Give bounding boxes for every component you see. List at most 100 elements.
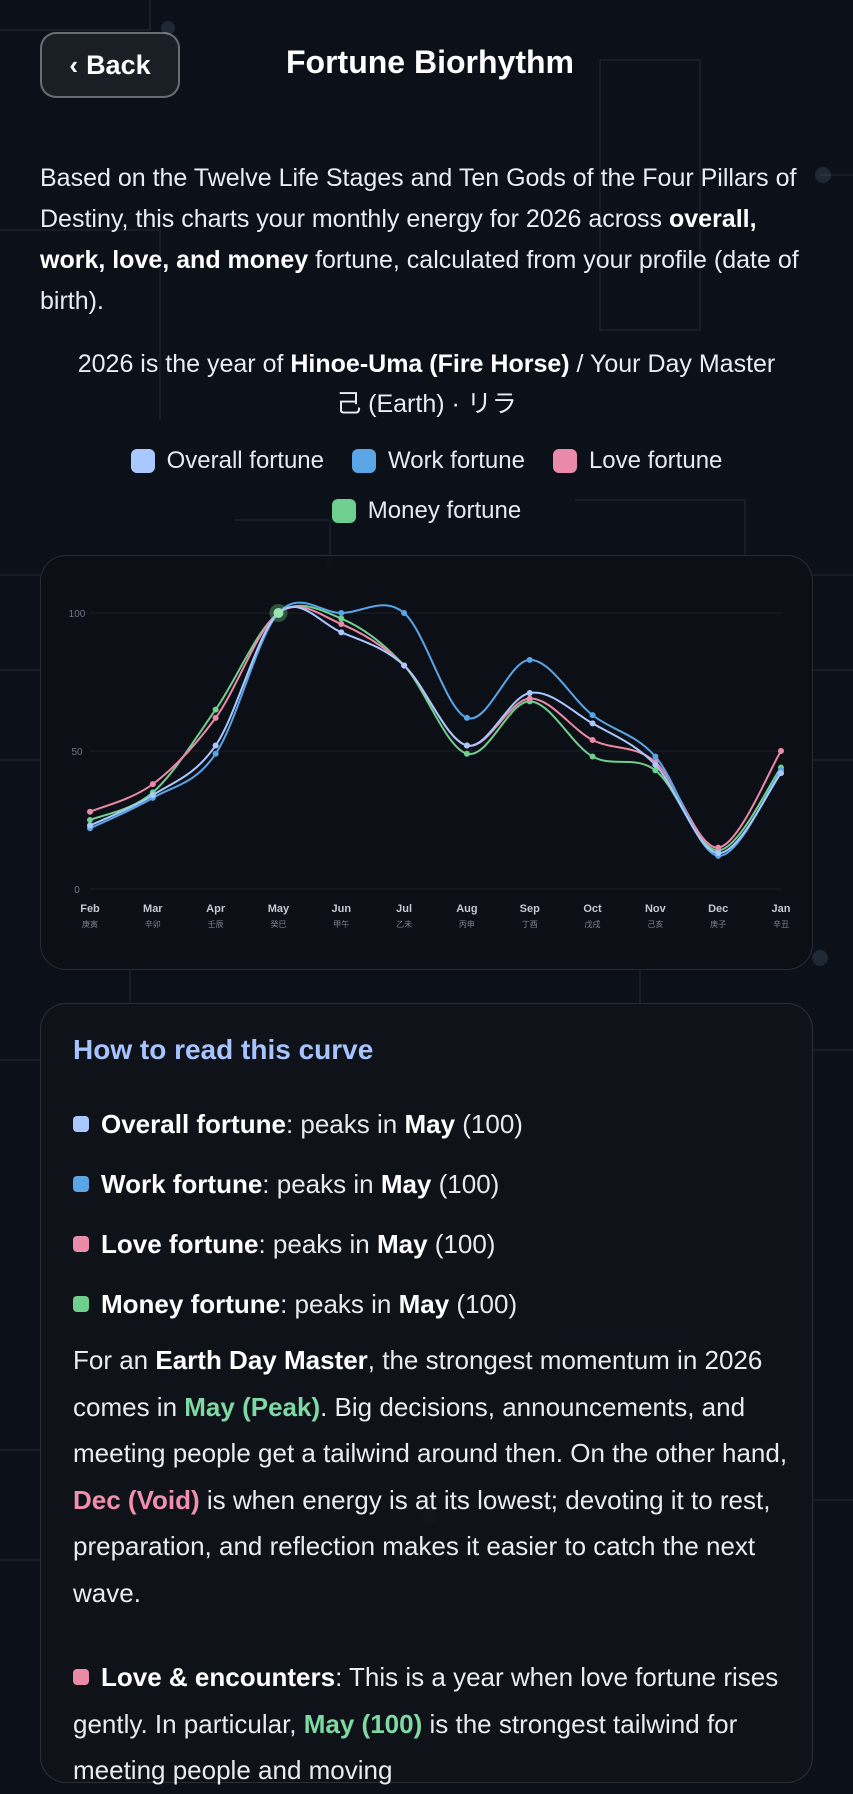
legend-swatch <box>352 449 376 473</box>
legend-label: Love fortune <box>588 447 723 474</box>
x-tick-label: Mar <box>143 903 163 915</box>
peak-month: May <box>376 1228 428 1259</box>
data-point <box>589 720 596 727</box>
legend-swatch <box>130 449 155 473</box>
data-point <box>212 742 219 749</box>
y-tick-label: 0 <box>74 885 80 896</box>
analysis-part: , the strongest momentum in 2026 comes i… <box>73 1345 763 1422</box>
peak-text: : peaks in <box>280 1288 399 1319</box>
year-line: 2026 is the year of Hinoe-Uma (Fire Hors… <box>30 344 823 424</box>
peak-month: May <box>380 1168 432 1199</box>
legend-label: Overall fortune <box>166 447 324 474</box>
data-point <box>212 714 219 721</box>
data-point <box>149 781 156 788</box>
analysis-part: is when energy is at its lowest; devotin… <box>73 1484 771 1608</box>
data-point <box>463 714 470 721</box>
peak-highlight: May (Peak) <box>184 1391 321 1422</box>
x-tick-label: May <box>268 903 290 915</box>
peak-series-name: Money fortune <box>101 1288 281 1319</box>
data-point <box>338 629 345 636</box>
y-tick-label: 100 <box>69 609 86 620</box>
intro-bold: overall, work, love, and money <box>40 205 757 274</box>
x-tick-sublabel: 癸巳 <box>270 919 286 929</box>
love-paragraph: Love & encounters: This is a year when l… <box>73 1654 788 1794</box>
x-tick-sublabel: 丁酉 <box>522 920 538 929</box>
fortune-biorhythm-page: ‹ Back Fortune Biorhythm Based on the Tw… <box>30 32 823 1785</box>
x-tick-sublabel: 乙未 <box>396 919 412 929</box>
data-point <box>338 610 345 616</box>
series-line-love-fortune <box>89 605 782 849</box>
data-point <box>212 706 219 713</box>
x-tick-label: Dec <box>708 903 728 915</box>
x-tick-sublabel: 甲午 <box>333 919 349 929</box>
data-point <box>212 750 219 757</box>
data-point <box>652 767 659 774</box>
peak-month: May <box>404 1108 456 1139</box>
bullet-square <box>73 1236 89 1252</box>
x-tick-label: Apr <box>206 903 226 915</box>
intro-part1: Based on the Twelve Life Stages and Ten … <box>40 164 797 233</box>
data-point <box>526 656 533 663</box>
bullet-square <box>73 1669 89 1686</box>
x-tick-sublabel: 壬辰 <box>208 919 224 929</box>
data-point <box>87 822 93 829</box>
analysis-day-master: Earth Day Master <box>155 1345 368 1375</box>
back-button[interactable]: ‹ Back <box>40 32 180 98</box>
data-point <box>338 621 345 628</box>
x-tick-label: Aug <box>456 903 477 915</box>
series-line-money-fortune <box>89 604 782 852</box>
data-point <box>87 817 93 823</box>
x-tick-sublabel: 辛卯 <box>145 919 161 929</box>
data-point <box>463 750 470 757</box>
legend-swatch <box>331 499 356 523</box>
data-point <box>589 712 596 719</box>
year-middle: / Your Day Master <box>569 350 776 378</box>
back-label: Back <box>86 49 151 80</box>
series-line-work-fortune <box>89 601 782 857</box>
data-point <box>589 753 596 760</box>
data-point <box>463 742 470 749</box>
x-tick-sublabel: 庚子 <box>710 919 726 929</box>
analysis-part: . Big decisions, announcements, and meet… <box>73 1391 788 1469</box>
data-point <box>338 615 345 622</box>
peak-series-name: Love fortune <box>101 1228 259 1259</box>
peak-list: Overall fortune: peaks in May (100) Work… <box>73 1094 773 1334</box>
data-point <box>149 792 156 799</box>
year-prefix: 2026 is the year of <box>77 350 291 378</box>
chart-legend: Overall fortune Work fortune Love fortun… <box>70 446 783 526</box>
peak-row-overall: Overall fortune: peaks in May (100) <box>73 1094 773 1154</box>
chart-card: 0 50 100 Feb 庚寅 Mar 辛卯 Apr 壬辰 May 癸巳 Jun 甲午 Jul 乙未 Aug 丙… <box>40 555 813 970</box>
peak-text: : peaks in <box>258 1228 377 1259</box>
intro-part2: fortune, calculated from your profile (d… <box>40 246 799 315</box>
intro-text: Based on the Twelve Life Stages and Ten … <box>40 158 820 322</box>
love-highlight: May (100) <box>303 1708 423 1739</box>
legend-item-overall: Overall fortune <box>130 446 324 476</box>
peak-marker <box>273 608 284 618</box>
peak-value: (100) <box>455 1108 523 1139</box>
peak-value: (100) <box>431 1168 500 1199</box>
data-point <box>715 850 722 857</box>
x-tick-sublabel: 戊戌 <box>585 919 601 929</box>
peak-row-work: Work fortune: peaks in May (100) <box>73 1154 773 1214</box>
biorhythm-chart: 0 50 100 Feb 庚寅 Mar 辛卯 Apr 壬辰 May 癸巳 Jun 甲午 Jul 乙未 Aug 丙… <box>69 601 791 929</box>
series-line-overall-fortune <box>89 605 782 855</box>
x-tick-label: Sep <box>520 903 540 915</box>
peak-value: (100) <box>449 1288 518 1319</box>
x-tick-label: Oct <box>583 903 602 915</box>
data-point <box>652 761 659 768</box>
legend-label: Money fortune <box>367 497 522 524</box>
analysis-part: For an <box>73 1345 156 1375</box>
data-point <box>715 844 722 851</box>
data-point <box>87 808 93 815</box>
bullet-square <box>73 1116 89 1132</box>
peak-value: (100) <box>427 1228 496 1259</box>
data-point <box>401 662 408 669</box>
x-tick-sublabel: 辛丑 <box>773 919 789 929</box>
page-title: Fortune Biorhythm <box>286 44 574 80</box>
x-tick-label: Jan <box>772 903 791 915</box>
data-point <box>652 753 659 760</box>
peak-text: : peaks in <box>285 1108 405 1139</box>
peak-month: May <box>398 1288 450 1319</box>
peak-series-name: Work fortune <box>101 1168 263 1199</box>
peak-row-love: Love fortune: peaks in May (100) <box>73 1214 773 1274</box>
